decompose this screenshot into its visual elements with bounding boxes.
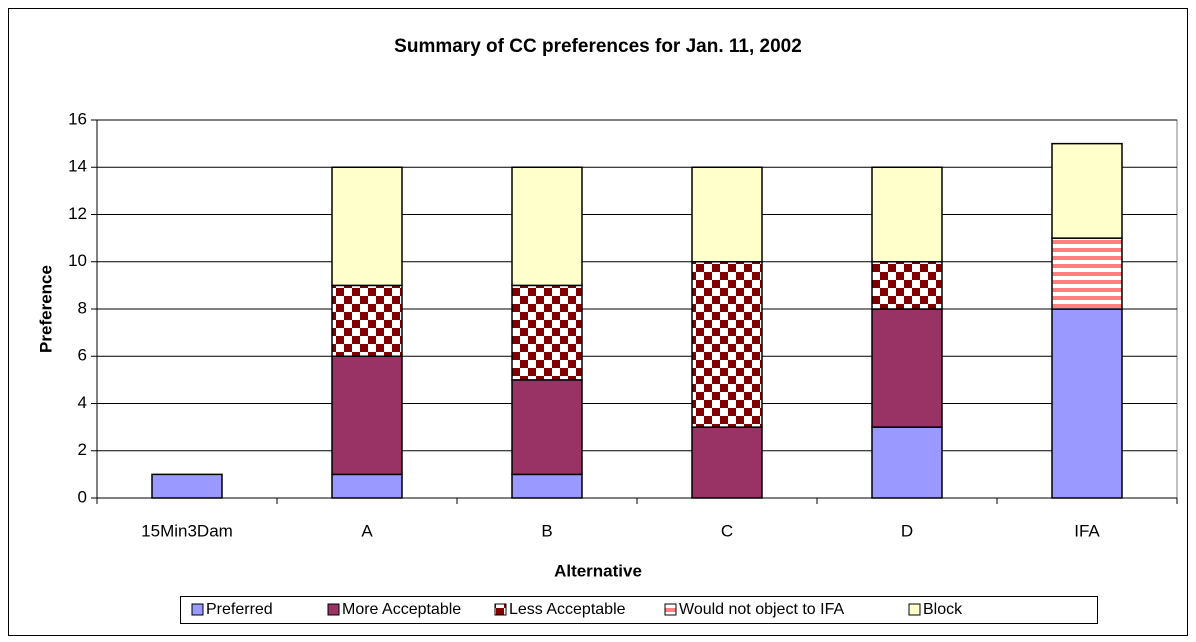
legend-text: More Acceptable (342, 601, 461, 618)
bar-segment (871, 308, 943, 428)
legend-swatch (908, 603, 921, 616)
y-tick-label: 2 (78, 440, 87, 459)
bar-segment (511, 473, 583, 499)
x-tick-label: 15Min3Dam (141, 521, 233, 540)
bar-segment (511, 166, 583, 287)
legend-text: Less Acceptable (509, 601, 626, 618)
x-tick-label: D (901, 521, 913, 540)
chart-title: Summary of CC preferences for Jan. 11, 2… (394, 36, 802, 57)
legend-swatch (664, 603, 677, 616)
bar-segment (511, 379, 583, 476)
legend-text: Would not object to IFA (679, 601, 844, 618)
x-tick-label: IFA (1074, 521, 1100, 540)
bar-segment (511, 284, 583, 381)
bar-segment (331, 284, 403, 357)
y-tick-label: 8 (78, 298, 87, 317)
x-tick-label: A (361, 521, 373, 540)
legend-swatch (191, 603, 204, 616)
y-tick-label: 12 (68, 204, 87, 223)
bar-segment (691, 166, 763, 263)
x-tick-label: C (721, 521, 733, 540)
bar-segment (1051, 308, 1123, 499)
y-tick-label: 0 (78, 487, 87, 506)
x-tick-label: B (541, 521, 552, 540)
bar-segment (691, 261, 763, 428)
x-axis-title: Alternative (554, 561, 642, 580)
y-tick-label: 6 (78, 346, 87, 365)
bar-segment (871, 261, 943, 310)
bar-segment (871, 426, 943, 499)
legend-swatch (327, 603, 340, 616)
bar-segment (331, 166, 403, 287)
bar-segment (1051, 237, 1123, 310)
y-tick-label: 4 (78, 393, 87, 412)
legend-text: Block (923, 601, 963, 618)
y-axis-title: Preference (36, 265, 55, 353)
y-tick-label: 10 (68, 251, 87, 270)
legend-swatch (494, 603, 507, 616)
bar-segment (331, 355, 403, 476)
legend-text: Preferred (206, 601, 273, 618)
bar-segment (691, 426, 763, 499)
bar-segment (871, 166, 943, 263)
bar-segment (331, 473, 403, 499)
bar-segment (151, 473, 223, 499)
y-tick-label: 16 (68, 109, 87, 128)
y-tick-label: 14 (68, 157, 87, 176)
bar-segment (1051, 142, 1123, 239)
